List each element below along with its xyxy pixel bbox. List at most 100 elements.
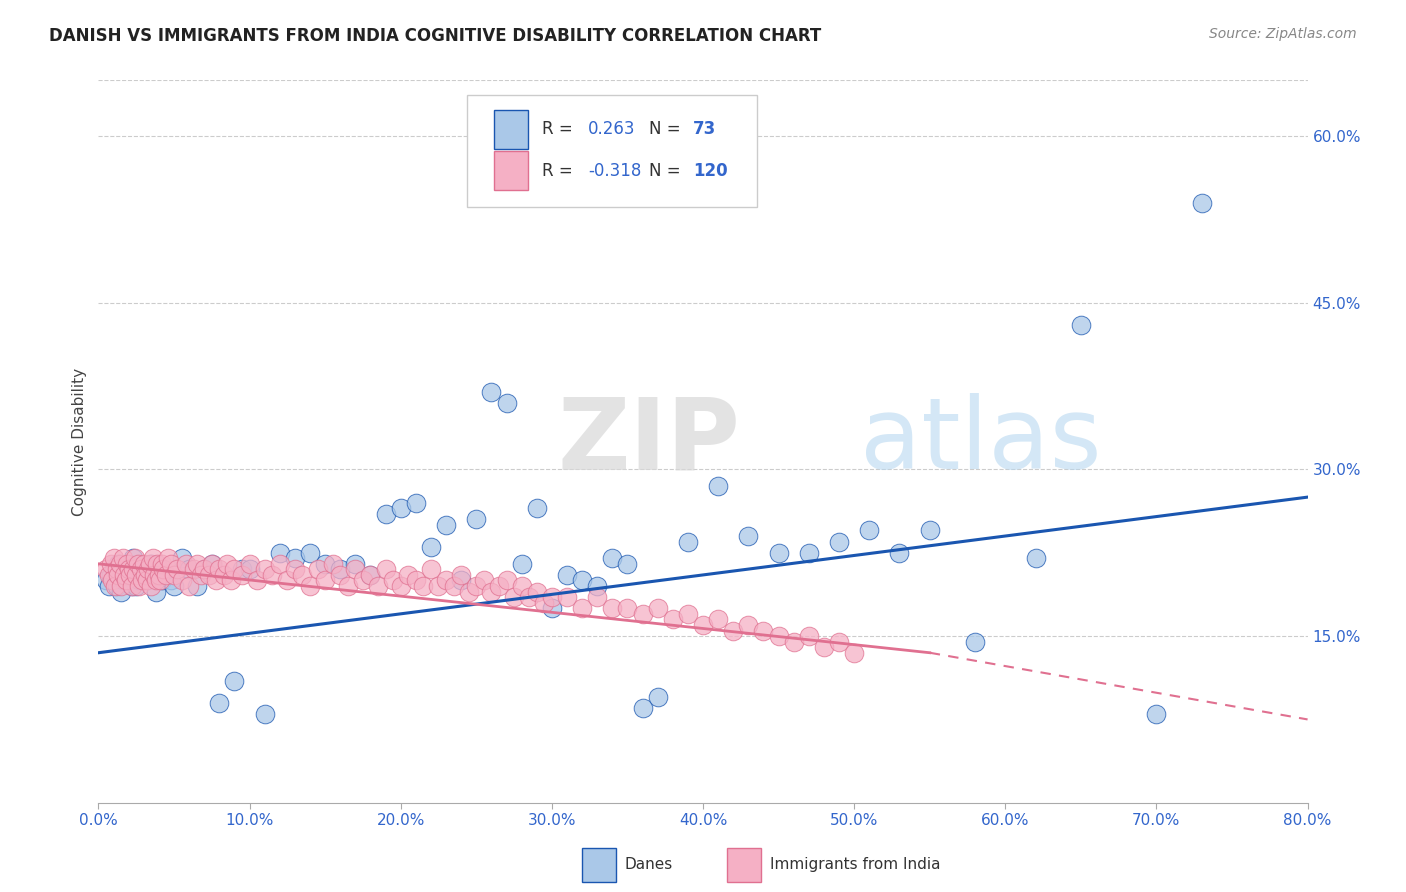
- Point: [120, 568, 142, 582]
- Point: [142, 551, 165, 566]
- Point: [152, 562, 174, 576]
- Point: [540, 601, 562, 615]
- Point: [465, 579, 488, 593]
- Point: [160, 557, 183, 571]
- Point: [647, 601, 669, 615]
- Point: [103, 562, 125, 576]
- Point: [965, 634, 987, 648]
- Point: [122, 551, 145, 566]
- Point: [224, 562, 246, 576]
- Text: -0.318: -0.318: [588, 161, 641, 179]
- Point: [616, 601, 638, 615]
- Point: [212, 568, 235, 582]
- Point: [139, 557, 162, 571]
- Point: [495, 574, 517, 588]
- Bar: [582, 847, 616, 882]
- Point: [174, 557, 197, 571]
- Point: [813, 640, 835, 655]
- Point: [125, 568, 148, 582]
- Point: [631, 607, 654, 621]
- Point: [284, 551, 307, 566]
- Point: [555, 590, 578, 604]
- Point: [797, 546, 820, 560]
- Point: [101, 574, 124, 588]
- Point: [155, 568, 177, 582]
- Point: [443, 579, 465, 593]
- Point: [768, 546, 790, 560]
- Point: [179, 562, 201, 576]
- Point: [336, 579, 359, 593]
- Point: [510, 557, 533, 571]
- Point: [555, 568, 578, 582]
- Point: [156, 551, 179, 566]
- Point: [166, 562, 188, 576]
- Point: [858, 524, 880, 538]
- Point: [111, 551, 134, 566]
- Point: [481, 584, 503, 599]
- Point: [360, 568, 382, 582]
- Point: [450, 574, 472, 588]
- Point: [389, 579, 412, 593]
- Point: [231, 568, 253, 582]
- FancyBboxPatch shape: [467, 95, 758, 207]
- Point: [131, 574, 153, 588]
- Point: [1144, 706, 1167, 721]
- Point: [405, 496, 427, 510]
- Point: [434, 517, 457, 532]
- Point: [253, 562, 276, 576]
- Point: [262, 568, 284, 582]
- Point: [145, 574, 167, 588]
- Point: [201, 557, 224, 571]
- Point: [616, 557, 638, 571]
- Point: [128, 574, 150, 588]
- Point: [586, 590, 609, 604]
- Point: [149, 574, 172, 588]
- Point: [148, 568, 170, 582]
- Point: [360, 568, 382, 582]
- Point: [201, 557, 224, 571]
- Point: [382, 574, 405, 588]
- Point: [160, 574, 183, 588]
- Point: [103, 551, 125, 566]
- Point: [239, 557, 262, 571]
- Point: [647, 690, 669, 705]
- Point: [118, 557, 141, 571]
- Point: [125, 579, 148, 593]
- Point: [110, 584, 132, 599]
- Point: [105, 579, 128, 593]
- Point: [299, 579, 322, 593]
- Point: [115, 557, 138, 571]
- Point: [208, 696, 231, 710]
- Point: [215, 557, 238, 571]
- Point: [517, 590, 540, 604]
- Point: [427, 579, 450, 593]
- Point: [128, 579, 150, 593]
- Point: [129, 562, 152, 576]
- Point: [405, 574, 427, 588]
- Point: [1024, 551, 1046, 566]
- Point: [170, 574, 193, 588]
- Text: Source: ZipAtlas.com: Source: ZipAtlas.com: [1209, 27, 1357, 41]
- Point: [389, 501, 412, 516]
- Point: [299, 546, 322, 560]
- Text: 120: 120: [693, 161, 728, 179]
- Point: [155, 568, 177, 582]
- Point: [136, 562, 159, 576]
- Point: [481, 384, 503, 399]
- Point: [352, 574, 374, 588]
- Point: [586, 579, 609, 593]
- Point: [661, 612, 683, 626]
- Point: [94, 562, 117, 576]
- Point: [510, 579, 533, 593]
- Point: [132, 557, 155, 571]
- Point: [737, 529, 759, 543]
- Point: [146, 557, 169, 571]
- Point: [269, 546, 291, 560]
- Point: [314, 557, 336, 571]
- Point: [190, 568, 212, 582]
- Point: [329, 568, 352, 582]
- Point: [571, 574, 593, 588]
- Point: [107, 557, 129, 571]
- Point: [707, 612, 730, 626]
- Point: [239, 562, 262, 576]
